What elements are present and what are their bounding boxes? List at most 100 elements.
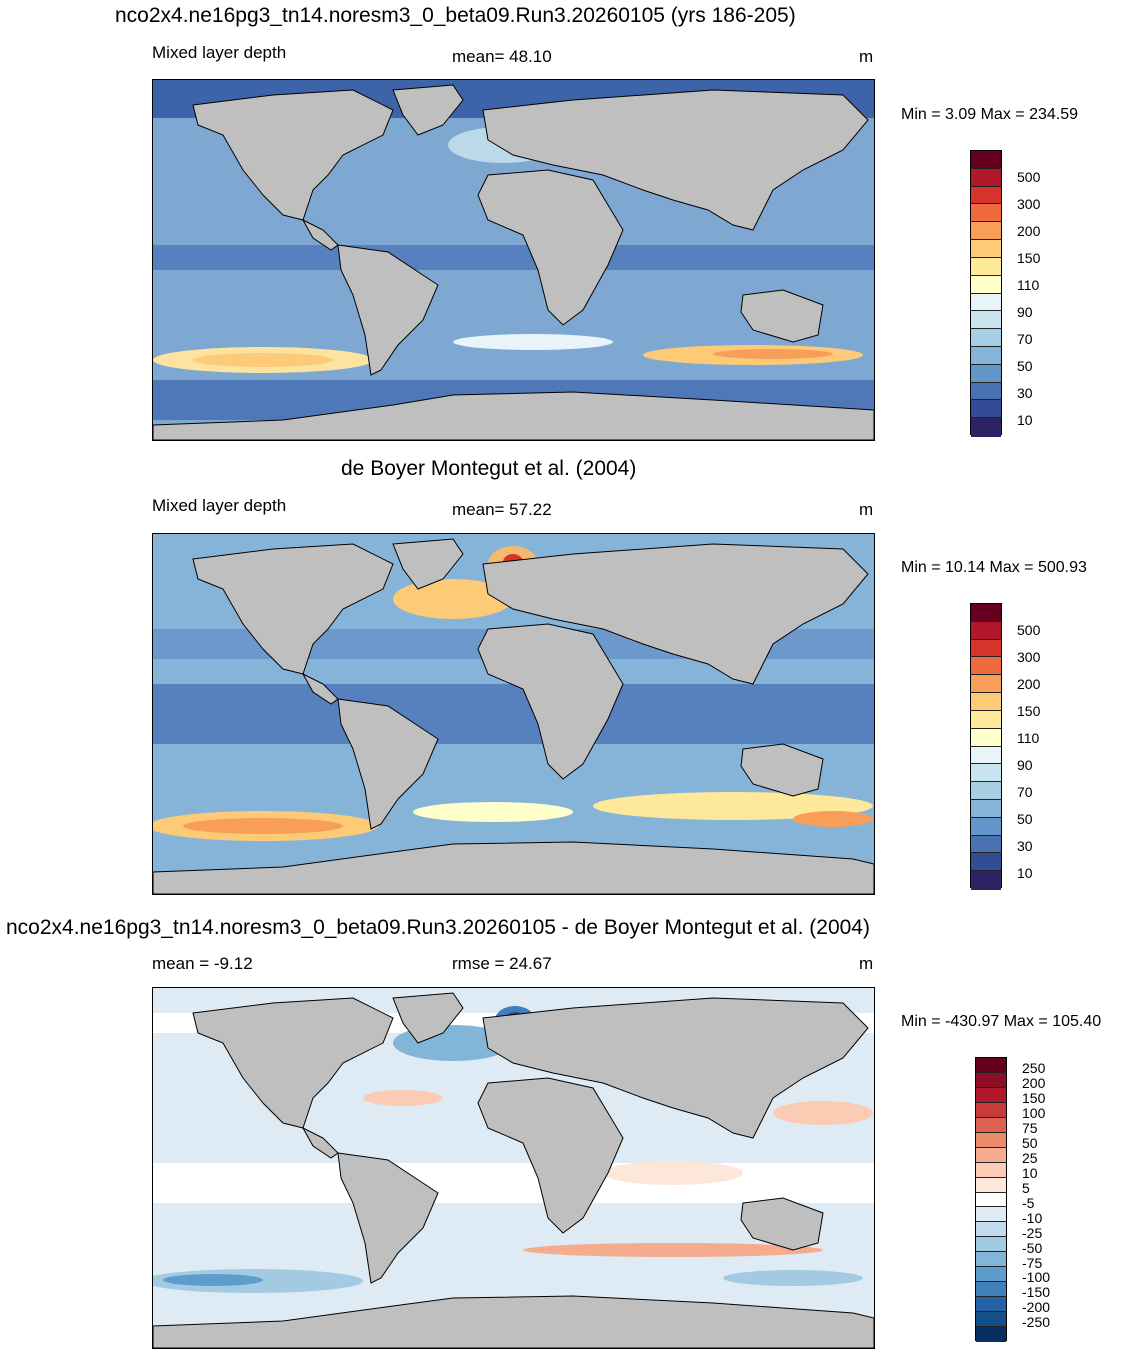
panel2-units: m [859, 500, 874, 519]
colorbar-label: 110 [1017, 730, 1040, 746]
colorbar-swatch [971, 311, 1001, 330]
colorbar-boundary [975, 1101, 1007, 1103]
colorbar-boundary [975, 1146, 1007, 1148]
colorbar-swatch [976, 1132, 1006, 1149]
colorbar-label: 200 [1017, 223, 1041, 239]
colorbar-boundary [970, 221, 1002, 223]
greenland [392, 84, 464, 136]
colorbar-swatch [971, 764, 1001, 783]
colorbar-boundary [970, 834, 1002, 836]
colorbar-boundary [970, 870, 1002, 872]
panel3-rmse-label: rmse = 24.67 [452, 954, 552, 973]
greenland [392, 992, 464, 1044]
africa [477, 1077, 624, 1234]
colorbar-swatch [971, 782, 1001, 801]
colorbar-boundary [970, 745, 1002, 747]
panel3-colorbar-box [975, 1057, 1007, 1343]
colorbar-boundary [970, 203, 1002, 205]
colorbar-boundary [970, 381, 1002, 383]
panel1-variable-label: Mixed layer depth [152, 43, 287, 62]
colorbar-boundary [975, 1311, 1007, 1313]
colorbar-swatch [971, 222, 1001, 241]
colorbar-label: 90 [1017, 304, 1033, 320]
colorbar-boundary [970, 274, 1002, 276]
colorbar-label: -200 [1022, 1299, 1051, 1316]
colorbar-swatch [971, 693, 1001, 712]
colorbar-swatch [971, 657, 1001, 676]
panel3-title: nco2x4.ne16pg3_tn14.noresm3_0_beta09.Run… [6, 916, 870, 939]
colorbar-boundary [975, 1176, 1007, 1178]
panel2-obs-mld-map [152, 533, 875, 895]
south-america [337, 698, 439, 830]
north-america [192, 543, 394, 675]
panel2-variable-label: Mixed layer depth [152, 496, 287, 515]
colorbar-swatch [971, 275, 1001, 294]
colorbar-boundary [970, 727, 1002, 729]
colorbar-label: -150 [1022, 1284, 1051, 1301]
australia [740, 289, 824, 343]
colorbar-swatch [971, 293, 1001, 312]
colorbar-boundary [970, 692, 1002, 694]
colorbar-swatch [976, 1297, 1006, 1313]
colorbar-label: 150 [1017, 250, 1041, 266]
panel3-units: m [859, 954, 874, 973]
colorbar-swatch [971, 853, 1001, 872]
colorbar-boundary [970, 638, 1002, 640]
colorbar-boundary [970, 239, 1002, 241]
colorbar-swatch [976, 1177, 1006, 1194]
australia [740, 743, 824, 797]
colorbar-swatch [976, 1102, 1006, 1119]
colorbar-label: 200 [1022, 1075, 1046, 1092]
panel1-title: nco2x4.ne16pg3_tn14.noresm3_0_beta09.Run… [115, 4, 796, 27]
colorbar-swatch [976, 1327, 1006, 1343]
north-pacific-positive [773, 1101, 873, 1125]
colorbar-swatch [976, 1282, 1006, 1298]
colorbar-swatch [971, 675, 1001, 694]
colorbar-swatch [976, 1222, 1006, 1238]
north-atlantic-deep-mld [393, 579, 513, 619]
panel2-title: de Boyer Montegut et al. (2004) [341, 457, 637, 480]
colorbar-boundary [970, 781, 1002, 783]
central-america [301, 672, 339, 705]
colorbar-label: -75 [1022, 1254, 1043, 1271]
colorbar-boundary [975, 1296, 1007, 1298]
colorbar-swatch [976, 1237, 1006, 1253]
south-pacific-deep-mld-core [193, 353, 333, 367]
south-america [337, 1152, 439, 1284]
antarctica [153, 391, 874, 440]
colorbar-swatch [971, 329, 1001, 348]
colorbar-boundary [970, 185, 1002, 187]
colorbar-boundary [975, 1221, 1007, 1223]
colorbar-boundary [970, 345, 1002, 347]
panel1-map-svg [153, 80, 874, 440]
colorbar-boundary [975, 1086, 1007, 1088]
colorbar-label: 10 [1017, 412, 1033, 428]
colorbar-boundary [975, 1281, 1007, 1283]
central-america [301, 218, 339, 251]
colorbar-swatch [971, 400, 1001, 419]
colorbar-label: 50 [1017, 811, 1033, 827]
tropical-shallow-band [153, 245, 874, 270]
tropical-shallow-band [153, 684, 874, 744]
colorbar-swatch [976, 1192, 1006, 1208]
colorbar-boundary [975, 1251, 1007, 1253]
colorbar-boundary [970, 620, 1002, 622]
colorbar-label: -50 [1022, 1239, 1043, 1256]
colorbar-label: 100 [1022, 1105, 1046, 1122]
panel2-minmax: Min = 10.14 Max = 500.93 [901, 559, 1087, 576]
colorbar-swatch [971, 817, 1001, 837]
colorbar-label: 25 [1022, 1149, 1038, 1166]
north-america [192, 89, 394, 221]
colorbar-boundary [970, 417, 1002, 419]
south-indian-deep-mld [593, 792, 873, 820]
colorbar-swatch [971, 240, 1001, 259]
colorbar-swatch [976, 1087, 1006, 1104]
panel2-mean-label: mean= 57.22 [452, 500, 552, 519]
panel2-colorbar: 500 300 200 150 110 90 70 50 30 10 [970, 603, 1050, 890]
panel3-minmax: Min = -430.97 Max = 105.40 [901, 1013, 1102, 1030]
central-america [301, 1126, 339, 1159]
greenland [392, 538, 464, 590]
colorbar-swatch [971, 257, 1001, 277]
eurasia [482, 543, 869, 685]
eurasia [482, 89, 869, 231]
